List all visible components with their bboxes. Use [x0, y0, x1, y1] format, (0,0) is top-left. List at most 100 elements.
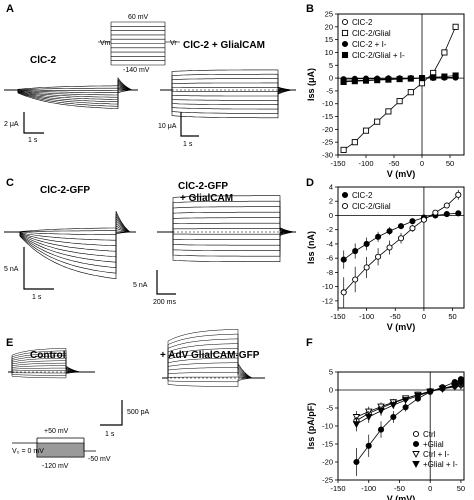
y-tick-label: 20: [325, 22, 333, 31]
current-trace: [157, 231, 296, 251]
current-trace: [4, 87, 138, 92]
data-point: [352, 276, 359, 283]
data-point: [341, 191, 349, 199]
data-point: [412, 430, 420, 438]
panel-label-e: E: [6, 337, 13, 349]
current-trace: [160, 89, 296, 97]
y-tick-label: -8: [326, 268, 333, 277]
scale-label: 500 pA: [127, 409, 150, 416]
panel-c-left-scalebar: 5 nA 1 s: [4, 247, 54, 301]
y-tick-label: -6: [326, 254, 333, 263]
current-trace: [162, 348, 265, 379]
y-tick-label: -10: [322, 99, 333, 108]
current-trace: [8, 348, 95, 373]
legend-entry: +Glial + I-: [423, 460, 458, 469]
protocol-bottom-label: -120 mV: [42, 463, 69, 470]
current-trace: [162, 343, 265, 379]
current-trace: [157, 231, 296, 262]
data-point: [351, 78, 358, 85]
panel-e-glialcam-traces: [162, 329, 265, 387]
data-point: [341, 18, 349, 26]
current-trace: [4, 80, 138, 105]
current-trace: [4, 211, 136, 280]
current-trace: [4, 217, 136, 263]
current-trace: [160, 73, 296, 91]
x-axis-label: V (mV): [387, 169, 416, 179]
data-point: [452, 72, 459, 79]
data-point: [407, 75, 414, 82]
data-point: [409, 225, 416, 232]
legend-entry: ClC-2: [352, 18, 373, 27]
current-trace: [4, 227, 136, 241]
current-trace: [4, 215, 136, 269]
current-trace: [4, 220, 136, 258]
y-tick-label: -5: [326, 404, 333, 413]
data-point: [352, 421, 361, 429]
data-point: [443, 210, 450, 218]
plot-frame: [337, 186, 465, 309]
data-point: [389, 402, 398, 410]
y-tick-label: -4: [326, 239, 333, 248]
x-axis-label: V (mV): [387, 322, 416, 332]
current-trace: [162, 377, 265, 383]
panel-a-left-title: ClC-2: [30, 55, 57, 66]
panel-e-right-title: + AdV GlialCAM-GFP: [160, 350, 260, 361]
panel-a-clc2-traces: [4, 77, 138, 109]
y-tick-label: 15: [325, 35, 333, 44]
data-point: [452, 23, 459, 30]
panel-a-right-title: ClC-2 + GlialCAM: [183, 40, 265, 51]
y-tick-label: 4: [329, 183, 333, 192]
panel-label-a: A: [6, 3, 14, 15]
x-tick-label: 50: [448, 312, 456, 321]
y-tick-label: 0: [329, 386, 333, 395]
current-trace: [4, 86, 138, 96]
protocol-vr-label: Vr: [170, 40, 177, 47]
current-trace: [162, 367, 265, 379]
data-point: [375, 253, 382, 260]
scale-label: 1 s: [28, 137, 38, 144]
data-point: [385, 76, 392, 83]
x-tick-label: -100: [359, 312, 374, 321]
data-point: [351, 139, 358, 146]
y-tick-label: 10: [325, 48, 333, 57]
current-trace: [160, 87, 296, 91]
current-trace: [160, 82, 296, 91]
y-tick-label: 0: [329, 74, 333, 83]
data-point: [386, 244, 393, 251]
data-point: [443, 202, 450, 209]
panel-label-f: F: [306, 337, 313, 349]
panel-c-right-title-1: ClC-2-GFP: [178, 181, 228, 192]
current-trace: [157, 228, 296, 233]
current-trace: [157, 211, 296, 233]
current-trace: [8, 371, 95, 374]
data-point: [426, 388, 434, 396]
panel-c-glialcam-traces: [157, 195, 296, 262]
x-tick-label: -100: [361, 484, 376, 493]
current-trace: [157, 231, 296, 246]
panel-a-right-scalebar: 10 μA 1 s: [158, 112, 199, 148]
data-point: [374, 118, 381, 125]
panel-e-protocol: +50 mV V₀ = 0 mV -120 mV -50 mV: [12, 428, 111, 470]
y-tick-label: -20: [322, 125, 333, 134]
data-point: [341, 51, 349, 59]
data-point: [362, 127, 370, 134]
legend-entry: ClC-2/Glial + I-: [352, 51, 405, 60]
current-trace: [160, 89, 296, 119]
y-tick-label: -15: [322, 440, 333, 449]
data-point: [390, 413, 397, 421]
data-point: [412, 451, 420, 458]
x-tick-label: -150: [330, 312, 345, 321]
y-tick-label: -5: [326, 86, 333, 95]
legend-entry: ClC-2 + I-: [352, 40, 387, 49]
data-point: [397, 235, 405, 242]
current-trace: [162, 362, 265, 379]
legend-entry: ClC-2: [352, 191, 373, 200]
data-point: [414, 392, 422, 400]
data-point: [418, 75, 426, 82]
x-tick-label: -100: [358, 159, 373, 168]
current-trace: [8, 371, 95, 379]
current-trace: [4, 89, 138, 91]
current-trace: [162, 338, 265, 379]
y-axis-label: Iss (μA): [306, 68, 316, 101]
data-point: [401, 397, 410, 405]
